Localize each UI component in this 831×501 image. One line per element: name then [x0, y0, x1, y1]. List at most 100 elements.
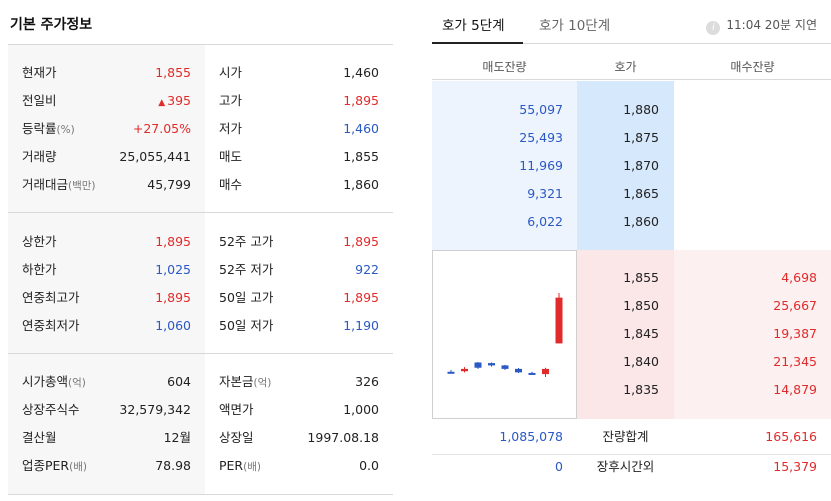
- tab-orderbook-5[interactable]: 호가 5단계: [442, 18, 505, 34]
- info-value-2: 326: [355, 374, 379, 389]
- info-value-2: 1,895: [343, 93, 379, 108]
- active-tab-indicator: [432, 42, 523, 44]
- ask-row[interactable]: 6,022 1,860: [432, 212, 831, 232]
- info-label-2: 저가: [219, 121, 243, 136]
- info-value: 45,799: [147, 177, 191, 192]
- bid-price: 1,850: [623, 298, 659, 313]
- info-value-2: 1,460: [343, 65, 379, 80]
- header-bid-qty: 매수잔량: [730, 60, 775, 74]
- info-label: 결산월: [22, 430, 57, 445]
- bid-qty: 25,667: [773, 298, 817, 313]
- bid-price-zone: [577, 250, 674, 419]
- info-label: 시가총액(억): [22, 374, 86, 389]
- bid-qty: 21,345: [773, 354, 817, 369]
- info-value: +27.05%: [132, 121, 191, 136]
- info-row: 연중최고가 1,895 50일 고가 1,895: [8, 288, 393, 308]
- info-value: 1,060: [155, 318, 191, 333]
- ask-row[interactable]: 11,969 1,870: [432, 156, 831, 176]
- info-row: 시가총액(억) 604 자본금(억) 326: [8, 372, 393, 392]
- info-value-2: 1,190: [343, 318, 379, 333]
- bid-row[interactable]: 1,850 25,667: [432, 296, 831, 316]
- orderbook-panel: 호가 5단계 호가 10단계 i 11:04 20분 지연 매도잔량 호가 매수잔…: [432, 0, 831, 501]
- candle-body: [555, 297, 563, 344]
- info-label-2: 고가: [219, 93, 243, 108]
- info-row: 결산월 12월 상장일 1997.08.18: [8, 428, 393, 448]
- info-value: 32,579,342: [119, 402, 191, 417]
- info-value-2: 1,460: [343, 121, 379, 136]
- range-section: 상한가 1,895 52주 고가 1,895 하한가 1,025 52주 저가 922 연중최고…: [8, 213, 393, 354]
- info-label-2: 50일 고가: [219, 290, 274, 305]
- bid-price: 1,840: [623, 354, 659, 369]
- summary-label: 장후시간외: [596, 459, 655, 474]
- info-value: 25,055,441: [119, 149, 191, 164]
- info-label: 업종PER(배): [22, 458, 87, 473]
- bid-qty: 4,698: [781, 270, 817, 285]
- summary-ask: 0: [555, 459, 563, 474]
- bid-qty: 14,879: [773, 382, 817, 397]
- info-label-2: 52주 저가: [219, 262, 274, 277]
- info-value-2: 922: [355, 262, 379, 277]
- mini-candle-chart: [432, 250, 577, 419]
- price-section: 현재가 1,855 시가 1,460 전일비 ▲ 395 고가 1,895 등락률(%) +27.0…: [8, 45, 393, 213]
- summary-row: 1,085,078 잔량합계 165,616: [432, 427, 831, 447]
- info-value: ▲ 395: [158, 93, 191, 108]
- info-value-2: 0.0: [359, 458, 379, 473]
- bid-price: 1,855: [623, 270, 659, 285]
- ask-qty: 55,097: [519, 102, 563, 117]
- info-label-2: 50일 저가: [219, 318, 274, 333]
- bid-price: 1,835: [623, 382, 659, 397]
- info-value-2: 1,895: [343, 290, 379, 305]
- stock-info-panel: 기본 주가정보 현재가 1,855 시가 1,460 전일비 ▲ 395 고가 1,895 등락률…: [0, 0, 393, 501]
- info-row: 전일비 ▲ 395 고가 1,895: [8, 91, 393, 111]
- info-value: 1,895: [155, 290, 191, 305]
- info-label-2: 매수: [219, 177, 243, 192]
- info-value: 78.98: [155, 458, 191, 473]
- ask-qty: 9,321: [527, 186, 563, 201]
- ask-price: 1,880: [623, 102, 659, 117]
- tab-orderbook-10[interactable]: 호가 10단계: [539, 18, 611, 34]
- company-section: 시가총액(억) 604 자본금(억) 326 상장주식수 32,579,342 액면가 1,0…: [8, 354, 393, 495]
- info-label: 거래량: [22, 149, 57, 164]
- info-value-2: 1997.08.18: [307, 430, 379, 445]
- info-label-2: 상장일: [219, 430, 254, 445]
- info-row: 등락률(%) +27.05% 저가 1,460: [8, 119, 393, 139]
- info-value: 1,025: [155, 262, 191, 277]
- ask-price: 1,865: [623, 186, 659, 201]
- info-label-2: 자본금(억): [219, 374, 272, 389]
- info-row: 거래량 25,055,441 매도 1,855: [8, 147, 393, 167]
- candle-chart-svg: [447, 293, 563, 377]
- info-icon[interactable]: i: [706, 21, 721, 35]
- info-row: 연중최저가 1,060 50일 저가 1,190: [8, 316, 393, 336]
- info-row: 업종PER(배) 78.98 PER(배) 0.0: [8, 456, 393, 476]
- info-label: 하한가: [22, 262, 57, 277]
- bid-qty: 19,387: [773, 326, 817, 341]
- ask-row[interactable]: 9,321 1,865: [432, 184, 831, 204]
- info-row: 상장주식수 32,579,342 액면가 1,000: [8, 400, 393, 420]
- ask-row[interactable]: 55,097 1,880: [432, 100, 831, 120]
- summary-label: 잔량합계: [602, 429, 649, 444]
- info-label-2: 액면가: [219, 402, 254, 417]
- info-value-2: 1,855: [343, 149, 379, 164]
- ask-price: 1,860: [623, 214, 659, 229]
- info-label: 등락률(%): [22, 121, 75, 136]
- info-label: 연중최고가: [22, 290, 80, 305]
- candle-body: [474, 362, 482, 368]
- bid-row[interactable]: 1,855 4,698: [432, 268, 831, 288]
- info-row: 상한가 1,895 52주 고가 1,895: [8, 232, 393, 252]
- ask-row[interactable]: 25,493 1,875: [432, 128, 831, 148]
- candle-body: [488, 363, 495, 366]
- bid-row[interactable]: 1,845 19,387: [432, 324, 831, 344]
- candle-body: [528, 372, 536, 375]
- info-row: 현재가 1,855 시가 1,460: [8, 63, 393, 83]
- tab-divider: [432, 43, 831, 44]
- up-triangle-icon: ▲: [158, 98, 166, 108]
- bid-row[interactable]: 1,835 14,879: [432, 380, 831, 400]
- title-divider: [8, 44, 393, 45]
- info-value-2: 1,000: [343, 402, 379, 417]
- candle-body: [461, 368, 468, 372]
- summary-ask: 1,085,078: [499, 429, 563, 444]
- info-value-2: 1,895: [343, 234, 379, 249]
- bid-row[interactable]: 1,840 21,345: [432, 352, 831, 372]
- info-value-2: 1,860: [343, 177, 379, 192]
- info-label: 현재가: [22, 65, 57, 80]
